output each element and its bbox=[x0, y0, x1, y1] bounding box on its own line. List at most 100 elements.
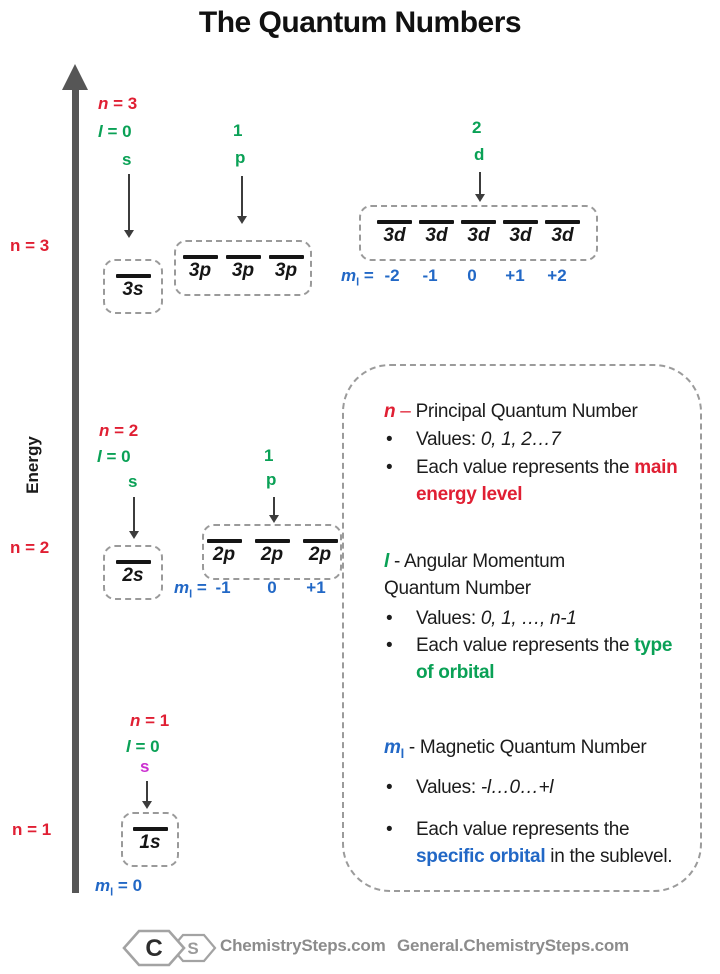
ml-subscript: l bbox=[189, 588, 193, 601]
l-meaning-pre: Each value represents the bbox=[416, 635, 630, 656]
ml-values-text: Values: -l…0…+l bbox=[416, 774, 686, 801]
l-values: 0, 1, …, n-1 bbox=[480, 608, 577, 629]
n1-ml-value-1: 0 bbox=[132, 876, 143, 895]
axis-level-label-n3: n = 3 bbox=[10, 236, 50, 255]
orbital-line bbox=[503, 220, 538, 224]
n2-ml-prefix: ml = bbox=[174, 578, 207, 600]
values-label: Values: bbox=[416, 429, 476, 450]
n3-p-arrow-icon bbox=[236, 176, 247, 224]
orbital-3d-4: 3d bbox=[502, 220, 540, 246]
orbital-1s: 1s bbox=[131, 826, 169, 853]
n3-header: n = 3 bbox=[98, 94, 137, 113]
n-meaning-text: Each value represents the main energy le… bbox=[416, 454, 701, 508]
n1-ml-row: ml = 0 bbox=[95, 876, 142, 898]
n3-l-symbol: l bbox=[98, 122, 103, 141]
n3-ml-value-3: 0 bbox=[467, 266, 477, 285]
orbital-line bbox=[182, 255, 218, 259]
n2-p-letter: p bbox=[266, 470, 277, 489]
logo-hexagon-s bbox=[170, 933, 217, 963]
orbital-3s: 3s bbox=[114, 273, 152, 300]
n2-p-arrow-icon bbox=[268, 497, 279, 523]
orbital-2p-3: 2p bbox=[301, 539, 339, 565]
n2-ml-value-1: -1 bbox=[215, 578, 231, 597]
definitions-panel: n – Principal Quantum Number • Values: 0… bbox=[342, 364, 702, 892]
orbital-line bbox=[115, 273, 151, 278]
n-values-text: Values: 0, 1, 2…7 bbox=[416, 426, 686, 453]
l-definition-heading: l - Angular Momentum Quantum Number bbox=[384, 548, 624, 602]
energy-axis-line bbox=[72, 86, 79, 893]
n3-d-l-value: 2 bbox=[472, 118, 482, 137]
orbital-3p-1: 3p bbox=[181, 255, 219, 281]
bullet-icon: • bbox=[386, 608, 393, 629]
orbital-line bbox=[377, 220, 412, 224]
orbital-label-2p: 2p bbox=[212, 544, 236, 565]
orbital-label-2s: 2s bbox=[122, 564, 144, 586]
n2-n-symbol: n bbox=[99, 421, 110, 440]
ml-meaning-post: in the sublevel. bbox=[550, 846, 673, 867]
n1-l-value: = 0 bbox=[135, 737, 160, 756]
ml-dash: - bbox=[408, 737, 415, 758]
orbital-3d-2: 3d bbox=[418, 220, 456, 246]
orbital-line bbox=[206, 539, 242, 543]
values-label: Values: bbox=[416, 777, 476, 798]
ml-meaning-text: Each value represents the specific orbit… bbox=[416, 816, 698, 870]
n2-l-symbol: l bbox=[97, 447, 102, 466]
orbital-box-3p: 3p 3p 3p bbox=[174, 240, 312, 296]
ml-subscript: l bbox=[400, 745, 405, 761]
logo-letter-c: C bbox=[145, 935, 162, 962]
orbital-box-3d: 3d 3d 3d 3d 3d bbox=[359, 205, 598, 261]
ml-symbol: m bbox=[174, 578, 190, 597]
n3-n-symbol: n bbox=[98, 94, 109, 113]
orbital-box-2p: 2p 2p 2p bbox=[202, 524, 342, 580]
orbital-box-2s: 2s bbox=[103, 545, 163, 600]
orbital-label-3d: 3d bbox=[383, 225, 406, 246]
logo-hexagon-c bbox=[122, 929, 186, 967]
ml-heading-text: Magnetic Quantum Number bbox=[419, 737, 647, 758]
n2-s-arrow-icon bbox=[128, 497, 139, 539]
l-values-text: Values: 0, 1, …, n-1 bbox=[416, 605, 686, 632]
orbital-label-3p: 3p bbox=[274, 260, 298, 281]
ml-subscript: l bbox=[356, 276, 360, 289]
n3-ml-value-5: +2 bbox=[547, 266, 567, 285]
orbital-label-3d: 3d bbox=[509, 225, 532, 246]
orbital-label-3p: 3p bbox=[188, 260, 212, 281]
energy-axis-label: Energy bbox=[23, 436, 42, 494]
n-symbol: n bbox=[384, 401, 396, 422]
n-values: 0, 1, 2…7 bbox=[480, 429, 561, 450]
n2-header: n = 2 bbox=[99, 421, 138, 440]
n1-n-symbol: n bbox=[130, 711, 141, 730]
orbital-2p-1: 2p bbox=[205, 539, 243, 565]
orbital-label-3d: 3d bbox=[467, 225, 490, 246]
values-label: Values: bbox=[416, 608, 476, 629]
axis-level-label-n2: n = 2 bbox=[10, 538, 50, 557]
n1-l-symbol: l bbox=[126, 737, 131, 756]
l-meaning-text: Each value represents the type of orbita… bbox=[416, 632, 678, 686]
ml-meaning-pre: Each value represents the bbox=[416, 819, 630, 840]
n2-n-value: = 2 bbox=[114, 421, 139, 440]
orbital-box-3s: 3s bbox=[103, 259, 163, 314]
n1-header: n = 1 bbox=[130, 711, 169, 730]
bullet-icon: • bbox=[386, 429, 393, 450]
n3-ml-value-2: -1 bbox=[422, 266, 438, 285]
n-definition-heading: n – Principal Quantum Number bbox=[384, 398, 696, 425]
bullet-icon: • bbox=[386, 635, 393, 656]
ml-equals: = bbox=[363, 266, 374, 285]
n2-ml-value-3: +1 bbox=[306, 578, 326, 597]
orbital-2s: 2s bbox=[114, 559, 152, 586]
n3-s-letter: s bbox=[122, 150, 132, 169]
orbital-line bbox=[254, 539, 290, 543]
orbital-3d-1: 3d bbox=[376, 220, 414, 246]
orbital-line bbox=[419, 220, 454, 224]
ml-equals: = bbox=[117, 876, 128, 895]
n3-ml-value-1: -2 bbox=[384, 266, 400, 285]
orbital-line bbox=[225, 255, 261, 259]
ml-definition-heading: ml - Magnetic Quantum Number bbox=[384, 734, 696, 767]
n-values-bullet: • Values: 0, 1, 2…7 bbox=[386, 426, 686, 453]
l-heading-text: Angular Momentum Quantum Number bbox=[384, 551, 565, 599]
n3-d-arrow-icon bbox=[474, 172, 485, 202]
ml-meaning-bullet: • Each value represents the specific orb… bbox=[386, 816, 696, 870]
orbital-label-3d: 3d bbox=[551, 225, 574, 246]
n-heading-text: Principal Quantum Number bbox=[415, 401, 638, 422]
chemistry-steps-logo: C S bbox=[122, 929, 217, 967]
orbital-3d-3: 3d bbox=[460, 220, 498, 246]
